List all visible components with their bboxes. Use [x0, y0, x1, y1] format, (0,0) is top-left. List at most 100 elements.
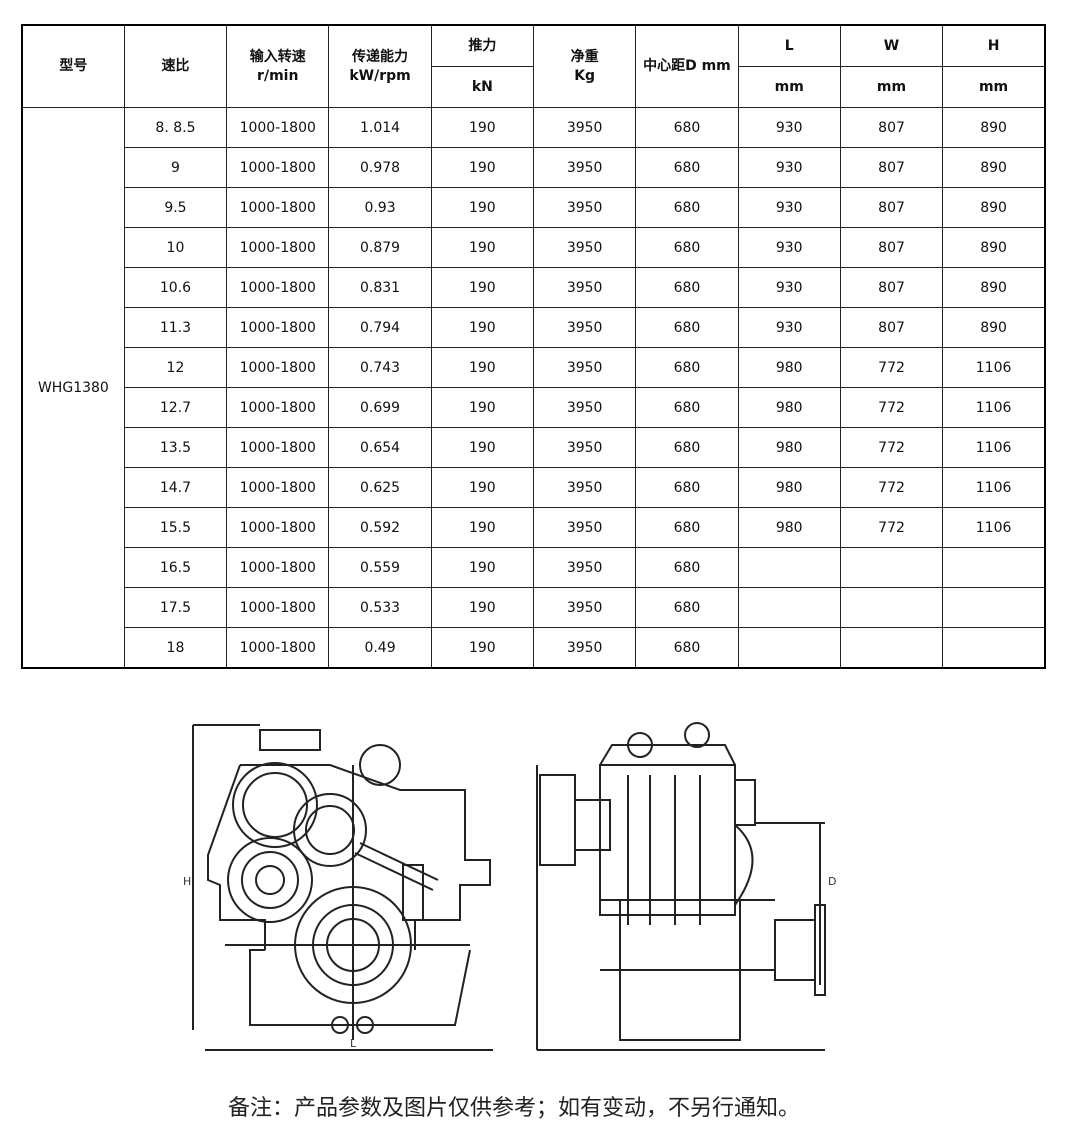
table-row: 18 1000-1800 0.49 190 3950 680 — [22, 627, 1046, 669]
table-cell — [737, 587, 841, 628]
table-cell: 3950 — [532, 547, 637, 588]
table-cell: 890 — [942, 267, 1046, 308]
table-cell: 3950 — [532, 147, 637, 188]
table-row: 15.5 1000-1800 0.592 190 3950 680 980 772 1106 — [22, 507, 1046, 548]
dimension-H-label: H — [183, 875, 191, 888]
dimension-L-label: L — [350, 1037, 357, 1050]
model-cell: WHG1380 — [21, 107, 125, 669]
table-cell: 890 — [942, 107, 1046, 148]
table-cell: 0.743 — [328, 347, 432, 388]
side-view — [536, 722, 826, 1051]
table-cell: 190 — [430, 587, 534, 628]
table-cell: 0.559 — [328, 547, 432, 588]
table-row: 9.5 1000-1800 0.93 190 3950 680 930 807 890 — [22, 187, 1046, 228]
table-cell: 14.7 — [123, 467, 228, 508]
table-cell: 1106 — [942, 387, 1046, 428]
header-weight: 净重 Kg — [532, 24, 637, 108]
table-cell: 3950 — [532, 627, 637, 669]
table-cell: 772 — [839, 387, 944, 428]
table-row: 10.6 1000-1800 0.831 190 3950 680 930 807 890 — [22, 267, 1046, 308]
table-cell: 680 — [635, 347, 739, 388]
table-cell: 680 — [635, 227, 739, 268]
table-cell: 890 — [942, 307, 1046, 348]
table-cell: 3950 — [532, 507, 637, 548]
table-row: 12.7 1000-1800 0.699 190 3950 680 980 772 1106 — [22, 387, 1046, 428]
table-cell: 3950 — [532, 467, 637, 508]
header-L-unit: mm — [737, 66, 841, 108]
header-capacity-label: 传递能力 — [352, 48, 409, 65]
table-cell: 190 — [430, 227, 534, 268]
table-cell: 3950 — [532, 267, 637, 308]
table-cell: 680 — [635, 307, 739, 348]
table-cell: 0.794 — [328, 307, 432, 348]
table-cell: 3950 — [532, 347, 637, 388]
table-row: 11.3 1000-1800 0.794 190 3950 680 930 807 890 — [22, 307, 1046, 348]
header-W-unit: mm — [839, 66, 944, 108]
table-cell: 1000-1800 — [226, 507, 330, 548]
header-capacity: 传递能力 kW/rpm — [328, 24, 432, 108]
table-cell: 1000-1800 — [226, 347, 330, 388]
table-cell: 980 — [737, 387, 841, 428]
front-view — [192, 724, 493, 1051]
table-cell: 680 — [635, 267, 739, 308]
table-cell: 807 — [839, 307, 944, 348]
table-cell: 3950 — [532, 227, 637, 268]
table-cell: 1000-1800 — [226, 587, 330, 628]
table-cell: 980 — [737, 507, 841, 548]
table-cell: 15.5 — [123, 507, 228, 548]
table-cell: 12 — [123, 347, 228, 388]
header-W: W — [839, 24, 944, 67]
table-cell: 1000-1800 — [226, 147, 330, 188]
table-cell — [942, 587, 1046, 628]
table-cell: 890 — [942, 227, 1046, 268]
table-cell: 190 — [430, 467, 534, 508]
header-input-speed: 输入转速 r/min — [226, 24, 330, 108]
table-cell: 1000-1800 — [226, 467, 330, 508]
table-cell: 190 — [430, 107, 534, 148]
table-cell: 9.5 — [123, 187, 228, 228]
table-cell: 980 — [737, 427, 841, 468]
table-cell: 3950 — [532, 387, 637, 428]
header-H: H — [942, 24, 1046, 67]
table-cell: 0.831 — [328, 267, 432, 308]
table-cell: 0.592 — [328, 507, 432, 548]
table-cell: 680 — [635, 387, 739, 428]
table-cell: 807 — [839, 227, 944, 268]
table-cell — [942, 627, 1046, 669]
table-cell: 680 — [635, 427, 739, 468]
table-cell: 807 — [839, 187, 944, 228]
table-cell: 930 — [737, 147, 841, 188]
header-thrust-unit: kN — [430, 66, 534, 108]
table-cell: 680 — [635, 467, 739, 508]
table-cell: 680 — [635, 547, 739, 588]
table-cell: 16.5 — [123, 547, 228, 588]
header-L: L — [737, 24, 841, 67]
header-thrust: 推力 — [430, 24, 534, 67]
table-cell: 3950 — [532, 107, 637, 148]
table-cell: 1000-1800 — [226, 547, 330, 588]
table-cell — [839, 627, 944, 669]
table-cell: 190 — [430, 427, 534, 468]
table-cell: 9 — [123, 147, 228, 188]
table-cell: 1000-1800 — [226, 307, 330, 348]
table-cell: 3950 — [532, 587, 637, 628]
table-cell — [839, 587, 944, 628]
table-cell: 772 — [839, 507, 944, 548]
table-cell — [737, 547, 841, 588]
table-cell: 190 — [430, 627, 534, 669]
table-cell: 890 — [942, 147, 1046, 188]
table-cell: 807 — [839, 147, 944, 188]
disclaimer-note: 备注：产品参数及图片仅供参考；如有变动，不另行通知。 — [228, 1096, 801, 1121]
table-cell: 1106 — [942, 467, 1046, 508]
table-cell: 0.879 — [328, 227, 432, 268]
table-cell: 190 — [430, 307, 534, 348]
header-H-unit: mm — [942, 66, 1046, 108]
table-cell: 930 — [737, 227, 841, 268]
table-cell: 930 — [737, 107, 841, 148]
table-cell: 807 — [839, 267, 944, 308]
table-cell: 772 — [839, 427, 944, 468]
table-cell: 3950 — [532, 427, 637, 468]
table-cell: 11.3 — [123, 307, 228, 348]
table-cell: 930 — [737, 267, 841, 308]
table-cell: 680 — [635, 627, 739, 669]
